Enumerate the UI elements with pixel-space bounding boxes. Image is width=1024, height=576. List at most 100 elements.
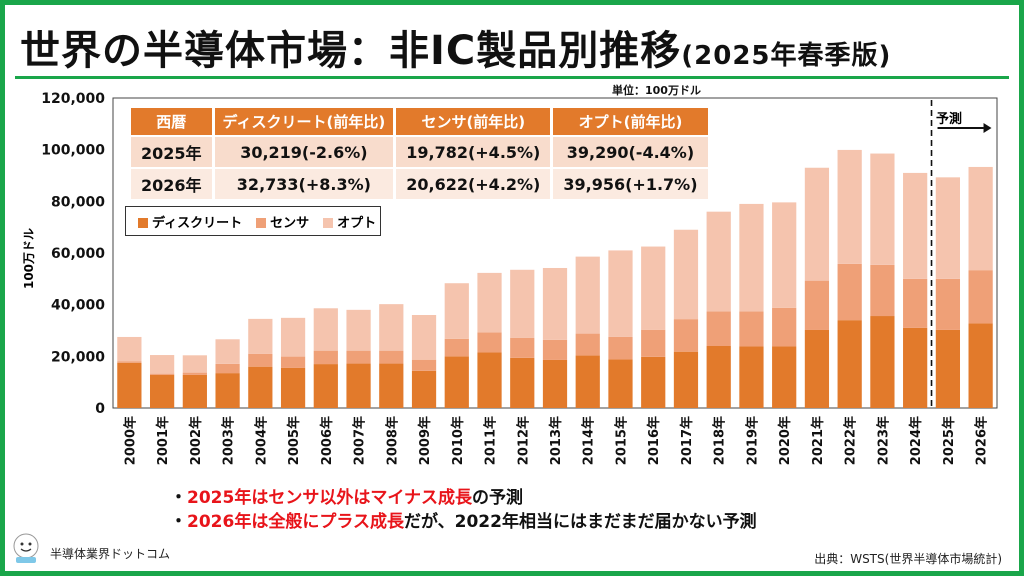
title-edition: (2025年春季版) <box>681 41 892 71</box>
bar-discrete <box>935 329 961 408</box>
bar-sensor <box>870 264 895 317</box>
bar-opto <box>968 166 993 271</box>
bar-sensor <box>837 263 862 321</box>
mascot-logo-icon <box>13 533 39 563</box>
bar-discrete <box>411 370 437 408</box>
bar-discrete <box>673 351 699 408</box>
bar-discrete <box>870 316 895 408</box>
bar-discrete <box>117 362 142 408</box>
bar-opto <box>542 267 568 340</box>
bar-discrete <box>346 363 371 408</box>
bar-discrete <box>313 364 338 408</box>
legend-item-opto: オプト <box>323 212 376 231</box>
bar-opto <box>804 167 830 281</box>
bar-opto <box>575 256 600 334</box>
bar-sensor <box>346 350 371 364</box>
x-tick-label: 2006年 <box>319 416 335 465</box>
bar-sensor <box>149 373 175 375</box>
bar-discrete <box>837 320 862 408</box>
bar-sensor <box>477 332 502 353</box>
source-note: 出典：WSTS(世界半導体市場統計) <box>814 552 1002 566</box>
bar-sensor <box>772 307 797 347</box>
bar-sensor <box>804 280 830 330</box>
bar-discrete <box>804 329 830 408</box>
bar-sensor <box>411 359 437 371</box>
bar-opto <box>935 177 961 279</box>
bar-discrete <box>968 323 993 408</box>
summary-row: 2026年 32,733(+8.3%) 20,622(+4.2%) 39,956… <box>131 169 708 199</box>
x-tick-label: 2001年 <box>155 416 171 465</box>
y-tick-label: 100,000 <box>41 143 105 159</box>
bar-opto <box>870 153 895 265</box>
summary-table: 西暦 ディスクリート(前年比) センサ(前年比) オプト(前年比) 2025年 … <box>128 106 711 201</box>
bar-discrete <box>739 346 764 408</box>
y-tick-label: 60,000 <box>51 246 105 262</box>
summary-cell: 30,219(-2.6%) <box>214 137 394 167</box>
bar-discrete <box>379 363 404 408</box>
unit-note: 単位：100万ドル <box>612 84 701 97</box>
bar-sensor <box>280 356 306 368</box>
bar-discrete <box>510 357 535 408</box>
bar-sensor <box>215 363 240 374</box>
y-tick-label: 20,000 <box>51 349 105 365</box>
bar-sensor <box>313 350 338 365</box>
bar-sensor <box>968 270 993 324</box>
summary-header: ディスクリート(前年比) <box>214 108 394 135</box>
bar-discrete <box>542 359 568 408</box>
bar-discrete <box>248 366 273 408</box>
x-tick-label: 2018年 <box>712 416 728 465</box>
x-tick-label: 2019年 <box>744 416 760 465</box>
x-tick-label: 2010年 <box>450 416 466 465</box>
x-tick-label: 2017年 <box>679 416 695 465</box>
bar-sensor <box>739 311 764 347</box>
summary-header-row: 西暦 ディスクリート(前年比) センサ(前年比) オプト(前年比) <box>131 108 708 135</box>
summary-header: センサ(前年比) <box>396 108 551 135</box>
bar-opto <box>837 149 862 264</box>
bar-opto <box>182 355 207 373</box>
bar-opto <box>149 355 175 374</box>
summary-cell: 2026年 <box>131 169 212 199</box>
x-tick-label: 2013年 <box>548 416 564 465</box>
bar-sensor <box>575 333 600 356</box>
bar-opto <box>117 336 142 362</box>
y-tick-label: 0 <box>95 401 105 417</box>
bar-sensor <box>935 278 961 330</box>
bar-sensor <box>542 339 568 360</box>
bar-discrete <box>641 356 666 408</box>
bar-opto <box>739 203 764 312</box>
title-underline <box>15 76 1009 79</box>
bar-sensor <box>608 336 633 360</box>
bar-discrete <box>772 346 797 408</box>
summary-row: 2025年 30,219(-2.6%) 19,782(+4.5%) 39,290… <box>131 137 708 167</box>
bar-discrete <box>477 352 502 408</box>
bar-discrete <box>444 356 469 408</box>
x-tick-label: 2020年 <box>777 416 793 465</box>
bar-sensor <box>182 372 207 375</box>
x-tick-label: 2015年 <box>613 416 629 465</box>
bar-discrete <box>280 367 306 408</box>
bar-sensor <box>444 338 469 357</box>
forecast-label: 予測 <box>936 112 963 127</box>
x-tick-label: 2002年 <box>188 416 204 465</box>
bar-sensor <box>903 278 928 328</box>
bar-opto <box>608 250 633 337</box>
bar-opto <box>313 308 338 351</box>
bar-opto <box>444 283 469 339</box>
x-tick-label: 2016年 <box>646 416 662 465</box>
site-name: 半導体業界ドットコム <box>50 547 171 561</box>
notes: ・2025年はセンサ以外はマイナス成長の予測 ・2026年は全般にプラス成長だが… <box>170 486 757 534</box>
bar-discrete <box>903 327 928 408</box>
bar-opto <box>641 246 666 330</box>
x-tick-label: 2021年 <box>810 416 826 465</box>
x-tick-label: 2024年 <box>908 416 924 465</box>
x-tick-label: 2004年 <box>253 416 269 465</box>
summary-cell: 39,290(-4.4%) <box>553 137 708 167</box>
bar-sensor <box>706 311 731 346</box>
bar-opto <box>903 172 928 279</box>
x-tick-label: 2008年 <box>384 416 400 465</box>
y-tick-label: 40,000 <box>51 298 105 314</box>
summary-cell: 39,956(+1.7%) <box>553 169 708 199</box>
legend-item-discrete: ディスクリート <box>138 212 242 231</box>
x-tick-label: 2011年 <box>483 416 499 465</box>
x-tick-label: 2003年 <box>221 416 237 465</box>
